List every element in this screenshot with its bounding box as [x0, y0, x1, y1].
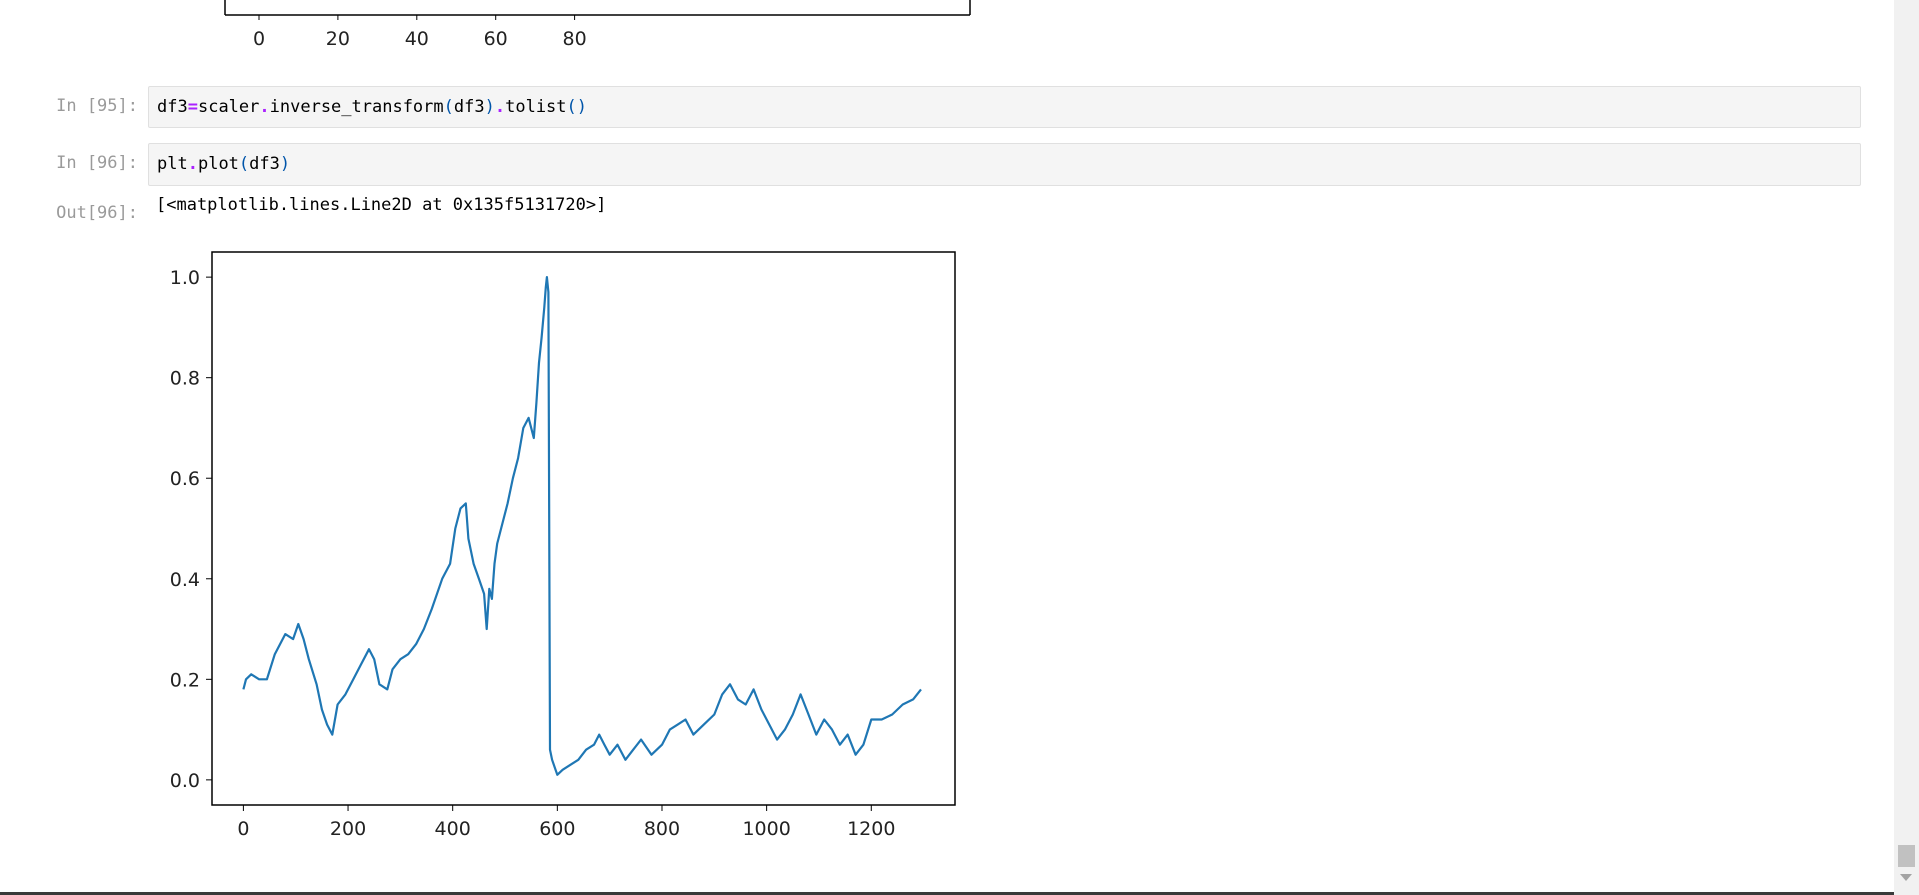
x-tick-label: 800	[644, 818, 680, 840]
code-token: )	[279, 154, 291, 174]
code-token: scaler	[197, 97, 260, 117]
y-tick-label: 0.8	[170, 368, 200, 390]
plot-frame	[211, 251, 956, 806]
code-token: df3	[453, 97, 485, 117]
out-96-prompt: Out[96]:	[56, 203, 138, 223]
code-token: )	[484, 97, 495, 117]
code-token: .	[494, 97, 506, 117]
prev-x-tick-label: 60	[484, 28, 508, 50]
prev-x-tick-label: 20	[326, 28, 350, 50]
code-token: plot	[197, 154, 239, 174]
cell-96-prompt: In [96]:	[56, 153, 138, 173]
code-token: ()	[566, 97, 588, 117]
series-line	[242, 276, 922, 776]
cell-95-prompt: In [95]:	[56, 96, 138, 116]
vertical-scrollbar[interactable]	[1894, 0, 1919, 895]
code-token: =	[187, 97, 198, 117]
code-token: df3	[157, 97, 188, 117]
x-tick-label: 600	[539, 818, 575, 840]
x-tick-label: 400	[435, 818, 471, 840]
y-tick-label: 0.6	[170, 468, 200, 490]
y-tick-label: 0.2	[170, 669, 200, 691]
x-tick-label: 0	[237, 818, 249, 840]
code-token: tolist	[505, 97, 567, 117]
y-tick-label: 0.0	[170, 770, 200, 792]
scroll-down-arrow-icon[interactable]	[1900, 874, 1912, 881]
x-tick-label: 200	[330, 818, 366, 840]
code-token: (	[443, 97, 454, 117]
code-cell-95[interactable]: df3=scaler.inverse_transform(df3).tolist…	[148, 86, 1861, 128]
scrollbar-thumb[interactable]	[1898, 845, 1915, 867]
prev-x-tick-label: 80	[563, 28, 587, 50]
code-token: df3	[249, 154, 280, 174]
output-repr-text: [<matplotlib.lines.Line2D at 0x135f51317…	[156, 195, 607, 215]
x-tick-label: 1000	[742, 818, 790, 840]
y-tick-label: 1.0	[170, 267, 200, 289]
previous-chart-axes: 0 20 40 60 80	[224, 0, 971, 50]
y-tick-label: 0.4	[170, 569, 200, 591]
code-token: plt	[157, 154, 188, 174]
code-token: inverse_transform	[269, 97, 444, 117]
code-token: .	[187, 154, 198, 174]
prev-x-tick-label: 0	[253, 28, 265, 50]
x-tick-label: 1200	[847, 818, 895, 840]
code-cell-96[interactable]: plt.plot(df3)	[148, 143, 1861, 186]
code-token: (	[238, 154, 250, 174]
prev-x-tick-label: 40	[405, 28, 429, 50]
code-token: .	[259, 97, 270, 117]
bottom-edge-bar	[0, 892, 1894, 895]
